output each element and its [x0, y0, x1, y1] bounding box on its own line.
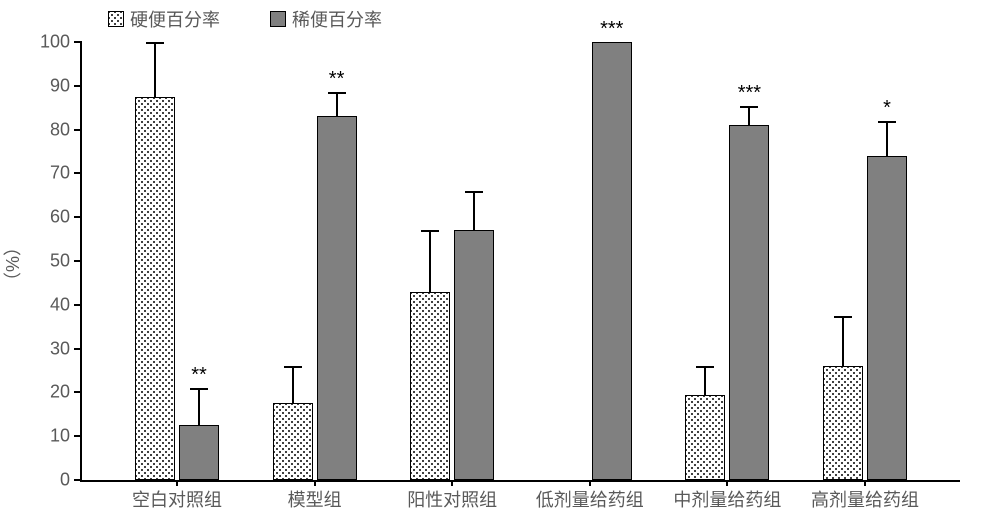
significance-label: *** — [738, 82, 761, 105]
bar-soft — [454, 230, 494, 480]
significance-label: * — [883, 97, 891, 120]
error-cap — [696, 366, 714, 368]
significance-label: *** — [600, 18, 623, 41]
y-tick-label: 50 — [50, 251, 70, 272]
y-tick — [74, 172, 82, 174]
error-bar — [198, 389, 200, 426]
error-cap — [421, 230, 439, 232]
plot-area: 0102030405060708090100空白对照组**模型组**阳性对照组低… — [80, 42, 960, 482]
error-cap — [465, 191, 483, 193]
y-axis-title: （%） — [0, 237, 25, 289]
bar-hard — [410, 292, 450, 480]
y-tick — [74, 129, 82, 131]
x-tick-label: 低剂量给药组 — [536, 486, 644, 512]
bar-group: 高剂量给药组* — [815, 42, 915, 480]
legend-swatch-solid — [270, 11, 286, 27]
y-tick-label: 30 — [50, 338, 70, 359]
legend-label: 稀便百分率 — [292, 6, 382, 32]
bar-group: 低剂量给药组*** — [540, 42, 640, 480]
y-tick-label: 0 — [60, 470, 70, 491]
bar-soft: *** — [592, 42, 632, 480]
legend: 硬便百分率 稀便百分率 — [108, 6, 382, 32]
bar-group: 阳性对照组 — [402, 42, 502, 480]
legend-item-soft: 稀便百分率 — [270, 6, 382, 32]
x-tick-label: 阳性对照组 — [407, 486, 497, 512]
error-bar — [292, 367, 294, 404]
bar-hard — [685, 395, 725, 480]
y-tick-label: 40 — [50, 294, 70, 315]
error-cap — [878, 121, 896, 123]
bar-hard — [135, 97, 175, 480]
error-bar — [886, 122, 888, 157]
bar-hard — [273, 403, 313, 480]
error-bar — [748, 107, 750, 127]
error-cap — [328, 92, 346, 94]
error-cap — [146, 42, 164, 44]
y-tick-label: 90 — [50, 75, 70, 96]
error-cap — [190, 388, 208, 390]
error-bar — [842, 317, 844, 367]
bar-soft: * — [867, 156, 907, 480]
bar-chart: 硬便百分率 稀便百分率 （%） 0 10 20 30 40 50 60 70 80 90 100 空白… — [0, 0, 1000, 527]
error-cap — [284, 366, 302, 368]
bar-soft: ** — [179, 425, 219, 480]
y-tick-label: 60 — [50, 207, 70, 228]
bar-group: 模型组** — [265, 42, 365, 480]
bar-soft: ** — [317, 116, 357, 480]
y-tick — [74, 41, 82, 43]
y-tick — [74, 260, 82, 262]
bar-group: 中剂量给药组*** — [677, 42, 777, 480]
error-bar — [429, 231, 431, 292]
bar-group: 空白对照组** — [127, 42, 227, 480]
legend-item-hard: 硬便百分率 — [108, 6, 220, 32]
error-bar — [154, 43, 156, 98]
y-tick — [74, 85, 82, 87]
y-tick-label: 70 — [50, 163, 70, 184]
x-tick-label: 空白对照组 — [132, 486, 222, 512]
error-bar — [704, 367, 706, 395]
x-tick-label: 高剂量给药组 — [811, 486, 919, 512]
error-cap — [834, 316, 852, 318]
bar-soft: *** — [729, 125, 769, 480]
error-bar — [473, 192, 475, 231]
y-tick — [74, 479, 82, 481]
y-tick — [74, 435, 82, 437]
error-bar — [336, 93, 338, 117]
x-tick-label: 中剂量给药组 — [673, 486, 781, 512]
y-tick — [74, 216, 82, 218]
error-cap — [740, 106, 758, 108]
significance-label: ** — [191, 364, 207, 387]
legend-label: 硬便百分率 — [130, 6, 220, 32]
significance-label: ** — [329, 68, 345, 91]
y-tick — [74, 348, 82, 350]
y-tick-label: 20 — [50, 382, 70, 403]
x-tick-label: 模型组 — [288, 486, 342, 512]
legend-swatch-dots — [108, 11, 124, 27]
y-tick — [74, 391, 82, 393]
y-tick-label: 10 — [50, 426, 70, 447]
y-tick-label: 100 — [40, 32, 70, 53]
y-tick-label: 80 — [50, 119, 70, 140]
bar-hard — [823, 366, 863, 480]
y-tick — [74, 304, 82, 306]
